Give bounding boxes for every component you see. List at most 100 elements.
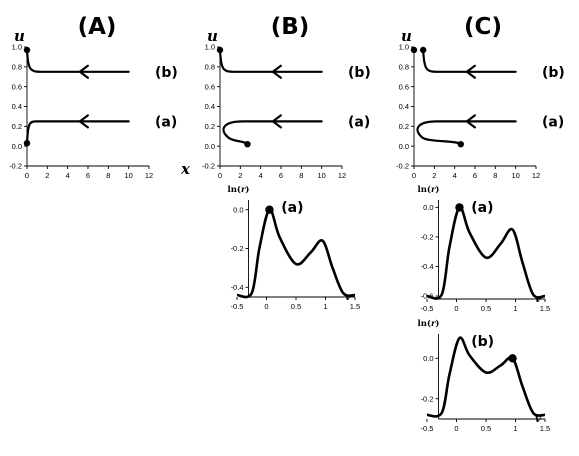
x-tick-label: 8 — [299, 171, 303, 180]
trajectory-b — [25, 48, 130, 73]
lnr-curve — [236, 208, 356, 299]
lnr-axis-label: ln(r) — [418, 318, 440, 329]
v-axis-label: v — [345, 292, 351, 303]
x-tick-label: 4 — [453, 171, 457, 180]
u-tick-label: 1.0 — [399, 43, 409, 52]
lnr-tick-label: -0.4 — [421, 262, 434, 271]
u-tick-label: 0.0 — [12, 142, 22, 151]
x-tick-label: 0 — [25, 171, 29, 180]
lnr-tick-label: -0.2 — [231, 244, 244, 253]
fixed-point-marker — [457, 140, 464, 148]
trajectory-label: (a) — [155, 114, 177, 130]
trajectory-label: (b) — [348, 65, 371, 81]
x-tick-label: 10 — [317, 171, 325, 180]
v-tick-label: -0.5 — [421, 424, 434, 433]
trajectory-arrow — [465, 64, 476, 79]
u-tick-label: 0.0 — [205, 142, 215, 151]
lnr-curve — [426, 206, 546, 300]
lnr-plot-label: (a) — [471, 200, 493, 216]
trajectory-arrow — [465, 114, 476, 129]
x-axis-label: x — [180, 160, 191, 178]
x-tick-label: 8 — [493, 171, 497, 180]
v-tick-label: 0.5 — [481, 424, 491, 433]
u-tick-label: 0.4 — [205, 102, 215, 111]
lnr-axis-label-var: r — [241, 185, 246, 195]
panel-c: (C)-0.20.00.20.40.60.81.00 2 4 6 8 10 12u(b)(a… — [396, 14, 565, 433]
u-axis-label: u — [207, 27, 218, 45]
trajectory-a — [222, 120, 323, 146]
x-tick-label: 12 — [338, 171, 346, 180]
lnr-marker — [265, 205, 274, 214]
u-tick-label: 0.2 — [399, 122, 409, 131]
u-tick-label: 0.4 — [12, 102, 22, 111]
x-tick-label: 6 — [86, 171, 90, 180]
x-tick-label: 2 — [45, 171, 49, 180]
lnr-axis-label-prefix: ln( — [228, 184, 241, 195]
lnr-axis-label-prefix: ln( — [418, 184, 431, 195]
x-tick-label: 8 — [106, 171, 110, 180]
u-tick-label: 0.8 — [12, 62, 22, 71]
lnr-tick-label: -0.2 — [421, 233, 434, 242]
fixed-point-marker — [216, 46, 224, 54]
fixed-point-marker — [23, 139, 31, 147]
lnr-axis-label-var: r — [431, 319, 436, 329]
panel-letter-a: (A) — [78, 14, 117, 40]
fixed-point-marker — [23, 46, 31, 54]
trajectory-label: (a) — [348, 114, 370, 130]
x-tick-label: 6 — [279, 171, 283, 180]
u-tick-label: 0.8 — [205, 62, 215, 71]
u-tick-label: -0.2 — [9, 162, 22, 171]
x-tick-label: 0 — [412, 171, 416, 180]
x-tick-label: 2 — [432, 171, 436, 180]
v-tick-label: 0.5 — [291, 302, 301, 311]
u-tick-label: 1.0 — [205, 43, 215, 52]
lnr-plot-c-b: 0.0 -0.2 -0.5 0 0.5 1 1.5 ln(r) v (b) — [418, 318, 551, 433]
trajectory-arrow — [78, 114, 89, 129]
v-tick-label: -0.5 — [421, 304, 434, 313]
lnr-axis-label: ln(r) — [228, 184, 250, 195]
u-tick-label: 0.6 — [12, 82, 22, 91]
x-tick-label: 2 — [238, 171, 242, 180]
lnr-axis-label-prefix: ln( — [418, 318, 431, 329]
lnr-plot-b-a: 0.0 -0.2 -0.4 -0.5 0 0.5 1 1.5 ln(r) v (a) — [228, 184, 361, 311]
lnr-axis-label-suffix: ) — [435, 184, 439, 195]
lnr-plot-label: (a) — [281, 200, 303, 216]
x-tick-label: 12 — [145, 171, 153, 180]
u-tick-label: 0.0 — [399, 142, 409, 151]
trajectory-a — [416, 120, 517, 146]
panel-letter-c: (C) — [464, 14, 502, 40]
lnr-axis-label-var: r — [431, 185, 436, 195]
v-tick-label: 0 — [454, 304, 458, 313]
u-tick-label: 0.4 — [399, 102, 409, 111]
lnr-axis-label-suffix: ) — [245, 184, 249, 195]
panel-a: (A) -0.2 0.0 0.2 0.4 0.6 0.8 1.0 0 2 4 6 8 10 12 u x (b) (… — [9, 14, 191, 180]
lnr-axis-label-suffix: ) — [435, 318, 439, 329]
trajectory-label: (b) — [542, 65, 565, 81]
fixed-point-marker — [410, 46, 418, 54]
lnr-plot-c-a: 0.0-0.2-0.4-0.6-0.5 0 0.5 1 1.5ln(r)v(a) — [418, 184, 551, 313]
x-tick-label: 6 — [473, 171, 477, 180]
u-tick-label: -0.2 — [202, 162, 215, 171]
u-tick-label: 0.6 — [205, 82, 215, 91]
v-axis-label: v — [535, 294, 541, 305]
trajectory-label: (b) — [155, 65, 178, 81]
v-tick-label: 0.5 — [481, 304, 491, 313]
x-tick-label: 10 — [124, 171, 132, 180]
x-tick-label: 12 — [532, 171, 540, 180]
lnr-marker — [455, 203, 464, 212]
v-axis-label: v — [535, 414, 541, 425]
x-tick-label: 4 — [259, 171, 263, 180]
u-axis-label: u — [401, 27, 412, 45]
trajectory-arrow — [271, 114, 282, 129]
fixed-point-marker — [419, 46, 427, 54]
x-tick-label: 0 — [218, 171, 222, 180]
lnr-tick-label: 0.0 — [423, 203, 433, 212]
u-tick-label: 0.6 — [399, 82, 409, 91]
lnr-tick-label: -0.2 — [421, 394, 434, 403]
v-tick-label: 1.5 — [540, 304, 550, 313]
v-tick-label: 1 — [323, 302, 327, 311]
u-tick-label: 0.8 — [399, 62, 409, 71]
v-tick-label: 1.5 — [350, 302, 360, 311]
lnr-marker — [508, 354, 517, 363]
lnr-tick-label: 0.0 — [233, 205, 243, 214]
